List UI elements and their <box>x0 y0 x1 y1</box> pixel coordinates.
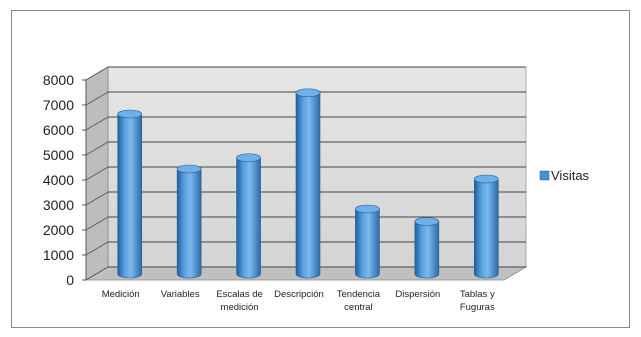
gridline-side <box>85 116 109 131</box>
y-tick-label: 0 <box>66 272 74 288</box>
bar <box>176 164 202 279</box>
y-tick-label: 5000 <box>43 147 74 163</box>
bar-top <box>355 204 380 214</box>
x-category-label: Escalas de medición <box>216 289 262 313</box>
bar-body <box>473 178 499 279</box>
x-category-label: Tendencia central <box>337 289 381 313</box>
legend: Visitas <box>539 168 590 183</box>
bar <box>473 174 499 279</box>
bar <box>117 109 143 279</box>
x-category-label: Medición <box>102 289 140 300</box>
bar-body <box>117 113 143 279</box>
gridline-side <box>85 266 109 281</box>
gridline-side <box>85 91 109 106</box>
bar-top <box>117 109 143 119</box>
bar-body <box>176 168 202 279</box>
bar-body <box>295 92 321 279</box>
gridline-side <box>85 166 109 181</box>
gridline-side <box>85 216 109 231</box>
bar <box>414 217 440 279</box>
gridline-side <box>85 141 109 156</box>
bar <box>236 153 261 279</box>
gridline-side <box>85 66 109 81</box>
bars-group <box>117 88 499 279</box>
x-category-label: Descripción <box>274 289 324 300</box>
bar <box>355 204 380 279</box>
x-category-label: Dispersión <box>395 289 440 300</box>
gridline-side <box>85 191 109 206</box>
legend-swatch <box>539 170 550 181</box>
bar-body <box>355 208 380 279</box>
x-axis: Medición Variables Escalas de medición Descr… <box>102 289 495 313</box>
legend-label: Visitas <box>551 168 590 183</box>
y-tick-label: 7000 <box>43 97 74 113</box>
x-category-label: Variables <box>161 289 200 300</box>
bar-top <box>176 164 202 174</box>
gridline-side <box>85 241 109 256</box>
bar-top <box>236 153 261 163</box>
bar-top <box>295 88 321 98</box>
y-tick-label: 8000 <box>43 72 74 88</box>
y-tick-label: 6000 <box>43 122 74 138</box>
x-category-label: Tablas y Fuguras <box>460 289 495 313</box>
bar-top <box>414 217 440 226</box>
y-axis: 0 1000 2000 3000 4000 5000 6000 7000 8000 <box>43 72 87 288</box>
bar <box>295 88 321 279</box>
bar-body <box>236 157 261 279</box>
y-tick-label: 3000 <box>43 197 74 213</box>
bar-body <box>414 221 440 279</box>
y-tick-label: 4000 <box>43 172 74 188</box>
bar-top <box>473 174 499 184</box>
y-tick-label: 1000 <box>43 247 74 263</box>
y-tick-label: 2000 <box>43 222 74 238</box>
